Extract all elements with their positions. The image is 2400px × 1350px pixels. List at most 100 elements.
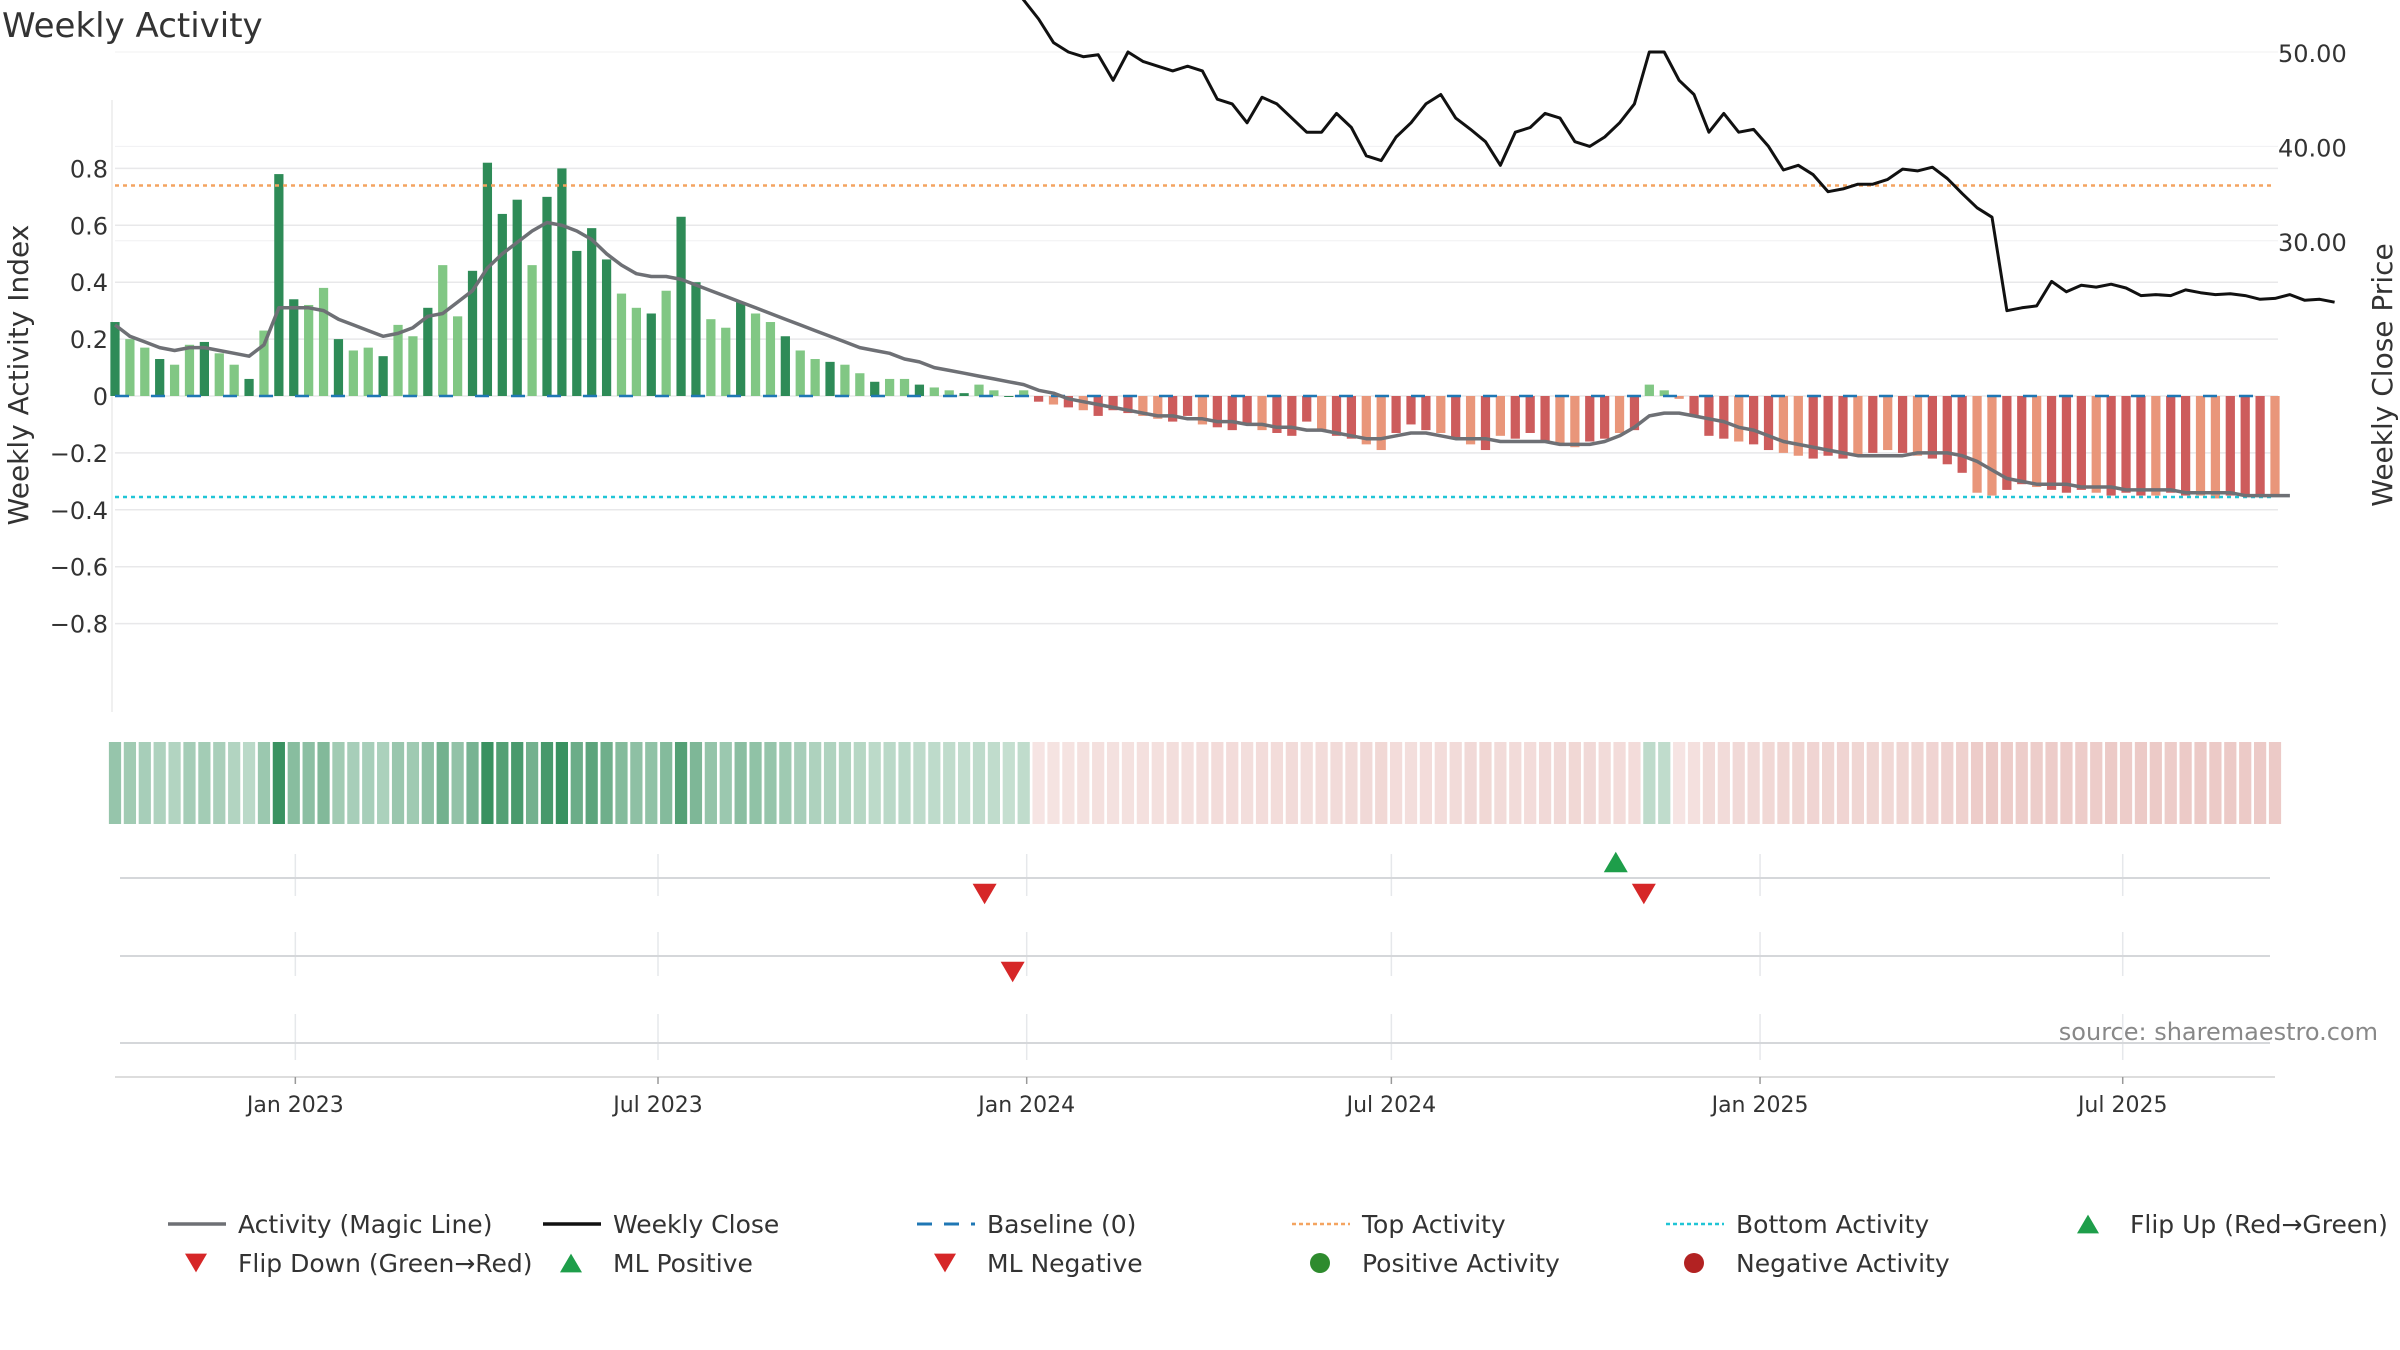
activity-bar: [750, 313, 761, 396]
activity-bar: [601, 259, 612, 396]
activity-bar: [765, 322, 776, 396]
activity-bar: [2255, 396, 2265, 496]
activity-bar: [453, 316, 463, 396]
heat-cell: [1658, 742, 1671, 824]
activity-bar: [1987, 396, 1997, 496]
activity-bar: [125, 339, 135, 396]
heat-cell: [302, 742, 315, 824]
heat-cell: [630, 742, 643, 824]
activity-bar: [378, 356, 388, 396]
heat-cell: [1464, 742, 1477, 824]
activity-bar: [1734, 396, 1744, 442]
heat-cell: [1538, 742, 1552, 824]
activity-bar: [1778, 396, 1789, 453]
heat-cell: [913, 742, 926, 824]
activity-bar: [825, 361, 835, 396]
activity-bar: [348, 350, 358, 396]
heat-cell: [660, 742, 673, 824]
heat-cell: [883, 742, 896, 824]
heat-cell: [838, 742, 852, 824]
heat-cell: [108, 742, 122, 824]
x-tick-label: Jan 2023: [245, 1093, 344, 1118]
heat-cell: [272, 742, 285, 824]
heat-cell: [2224, 742, 2237, 824]
heat-cell: [406, 742, 420, 824]
heat-cell: [525, 742, 539, 824]
activity-bar: [2106, 396, 2116, 496]
chart-title: Weekly Activity: [2, 6, 263, 46]
activity-bar: [2166, 396, 2176, 493]
heat-cell: [198, 742, 211, 824]
legend-swatch: [1684, 1253, 1704, 1273]
legend-swatch: [185, 1253, 207, 1273]
activity-bar: [1451, 396, 1461, 439]
vertical-grid: [294, 854, 2124, 1060]
activity-bar: [1704, 396, 1714, 436]
heat-cell: [123, 742, 137, 824]
heat-cell: [1419, 742, 1433, 824]
legend-label: Flip Down (Green→Red): [238, 1249, 533, 1278]
activity-heat-strip: [108, 742, 2282, 824]
heat-cell: [704, 742, 717, 824]
activity-bar: [1838, 396, 1848, 459]
y-left-tick-label: −0.2: [50, 440, 108, 468]
heat-cell: [1151, 742, 1164, 824]
heat-cell: [2164, 742, 2177, 824]
heat-cell: [898, 742, 911, 824]
heat-cell: [749, 742, 762, 824]
activity-bar: [184, 344, 195, 396]
activity-bar: [2210, 396, 2221, 499]
heat-cell: [2179, 742, 2192, 824]
activity-bar: [423, 307, 433, 396]
heat-cell: [1881, 742, 1894, 824]
activity-bar: [1227, 396, 1237, 431]
legend-swatch: [2077, 1214, 2099, 1234]
reference-lines: [115, 184, 2275, 499]
flip-marker-rows: [115, 851, 2275, 1078]
activity-bar: [1361, 396, 1371, 445]
x-tick-label: Jan 2024: [976, 1093, 1075, 1118]
heat-cell: [2194, 742, 2207, 824]
heat-cell: [466, 742, 479, 824]
heat-cell: [2134, 742, 2148, 824]
x-axis-ticks: Jan 2023 Jul 2023 Jan 2024 Jul 2024 Jan 2025…: [245, 1077, 2167, 1118]
heat-cell: [213, 742, 226, 824]
activity-bar: [1972, 396, 1982, 493]
legend-label: Weekly Close: [613, 1210, 779, 1239]
activity-bar: [721, 327, 731, 396]
ml-negative-marker: [1000, 961, 1025, 983]
heat-cell: [764, 742, 777, 824]
activity-bar: [1391, 396, 1401, 433]
heat-cell: [957, 742, 971, 824]
activity-bar: [1436, 396, 1446, 433]
activity-bar: [2240, 396, 2250, 496]
activity-bar: [1406, 396, 1416, 425]
activity-bar: [1540, 396, 1550, 442]
heat-cell: [1181, 742, 1194, 824]
activity-bar: [1138, 396, 1148, 416]
activity-bar: [1153, 396, 1163, 419]
heat-cell: [1032, 742, 1045, 824]
heat-cell: [645, 742, 658, 824]
heat-cell: [1077, 742, 1090, 824]
heat-cell: [555, 742, 569, 824]
activity-bar: [438, 265, 448, 396]
heat-cell: [1211, 742, 1224, 824]
activity-bar: [1465, 396, 1476, 445]
activity-bar: [2270, 396, 2280, 496]
heat-cell: [377, 742, 390, 824]
activity-bar: [482, 162, 493, 396]
heat-cell: [1628, 742, 1641, 824]
y-left-tick-label: 0.8: [70, 155, 108, 183]
heat-cell: [823, 742, 837, 824]
heat-cell: [2105, 742, 2118, 824]
activity-bar: [1957, 396, 1967, 473]
heat-cell: [853, 742, 866, 824]
heat-cell: [242, 742, 256, 824]
activity-bar: [1927, 396, 1937, 459]
x-tick-label: Jan 2025: [1710, 1093, 1809, 1118]
activity-bar: [1897, 396, 1908, 453]
heat-cell: [987, 742, 1001, 824]
heat-cell: [1911, 742, 1924, 824]
heat-cell: [1851, 742, 1865, 824]
